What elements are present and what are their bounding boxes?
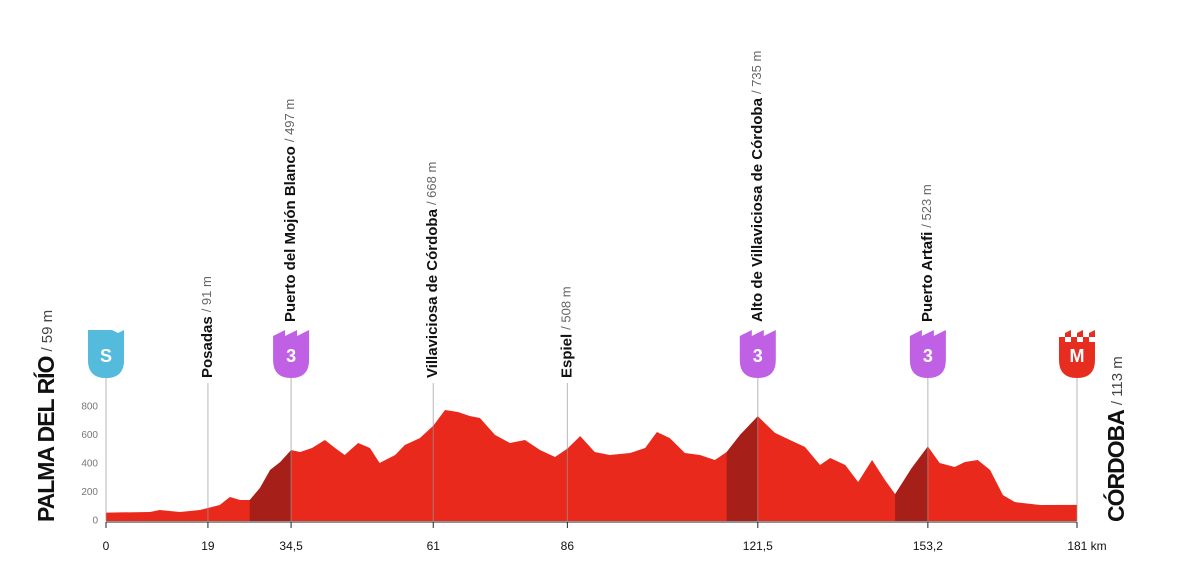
waypoint-name: Puerto del Mojón Blanco xyxy=(282,146,299,322)
waypoint-label: Posadas / 91 m xyxy=(199,276,216,378)
waypoint-name: Villaviciosa de Córdoba xyxy=(424,208,441,378)
climb-segment xyxy=(895,409,928,521)
badge: 3 xyxy=(273,330,310,378)
waypoint-name: Puerto Artafi xyxy=(919,232,936,322)
x-tick-label: 0 xyxy=(103,539,110,553)
side-altitude: / 59 m xyxy=(39,310,56,352)
waypoint-label: Villaviciosa de Córdoba / 668 m xyxy=(424,162,441,378)
side-altitude: / 113 m xyxy=(1109,356,1126,405)
x-tick-label: 153,2 xyxy=(913,539,943,553)
badge-label: 3 xyxy=(753,346,763,366)
badge-label: 3 xyxy=(286,346,296,366)
x-tick-label: 19 xyxy=(201,539,215,553)
x-tick-label: 121,5 xyxy=(743,539,773,553)
waypoint-label: Espiel / 508 m xyxy=(558,286,575,378)
badge-shape xyxy=(273,330,310,378)
checker xyxy=(1065,337,1071,342)
badge-shape xyxy=(88,330,124,378)
waypoint-name: Posadas xyxy=(199,316,216,378)
waypoint-label: Puerto del Mojón Blanco / 497 m xyxy=(282,99,299,322)
y-tick-label: 400 xyxy=(81,459,98,470)
climb-segment xyxy=(249,409,292,521)
badge-label: M xyxy=(1070,346,1085,366)
waypoint-altitude: / 91 m xyxy=(199,276,214,312)
checker xyxy=(1089,337,1095,342)
x-tick-label: 34,5 xyxy=(279,539,303,553)
badge-label: 3 xyxy=(923,346,933,366)
badge: 3 xyxy=(739,330,776,378)
checker xyxy=(1071,332,1077,337)
side-label: CÓRDOBA / 113 m xyxy=(1102,356,1129,522)
climb-segment xyxy=(726,409,758,521)
badge-label: S xyxy=(100,346,112,366)
x-tick-label: 181 km xyxy=(1067,539,1106,553)
y-tick-label: 800 xyxy=(81,402,98,413)
badge: M xyxy=(1059,330,1095,378)
badge: 3 xyxy=(909,330,946,378)
checker xyxy=(1077,337,1083,342)
side-name: CÓRDOBA xyxy=(1102,410,1129,522)
waypoint-name: Alto de Villaviciosa de Córdoba xyxy=(749,97,766,322)
waypoint-label: Alto de Villaviciosa de Córdoba / 735 m xyxy=(749,51,766,322)
checker xyxy=(1083,332,1089,337)
badge-shape xyxy=(739,330,776,378)
y-tick-label: 600 xyxy=(81,430,98,441)
y-tick-label: 200 xyxy=(81,487,98,498)
badge-shape xyxy=(909,330,946,378)
side-name: PALMA DEL RÍO xyxy=(32,356,59,522)
y-tick-label: 0 xyxy=(92,516,98,527)
elevation-area xyxy=(106,409,1077,521)
checker xyxy=(1059,332,1065,337)
side-label: PALMA DEL RÍO / 59 m xyxy=(32,310,59,522)
waypoint-altitude: / 497 m xyxy=(283,99,298,142)
waypoint-label: Puerto Artafi / 523 m xyxy=(919,184,936,322)
waypoint-altitude: / 523 m xyxy=(919,184,934,227)
waypoint-name: Espiel xyxy=(558,334,575,378)
waypoint-altitude: / 735 m xyxy=(749,51,764,94)
x-tick-label: 61 xyxy=(427,539,441,553)
waypoint-altitude: / 508 m xyxy=(559,286,574,329)
waypoint-altitude: / 668 m xyxy=(425,162,440,205)
badge: S xyxy=(88,330,124,378)
x-tick-label: 86 xyxy=(561,539,575,553)
